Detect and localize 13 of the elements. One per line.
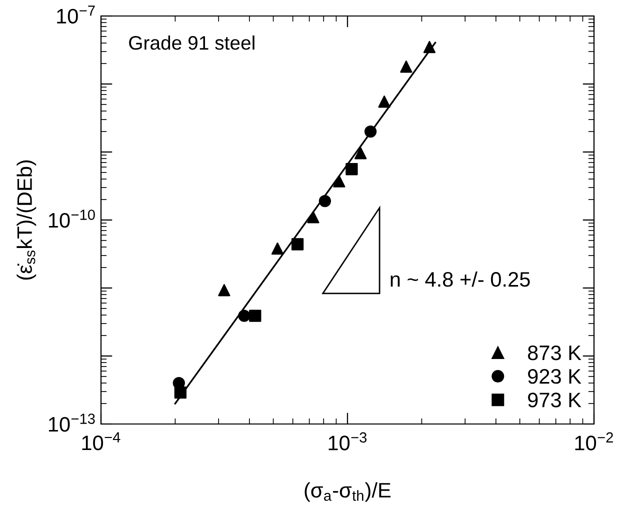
y-axis-title: (ε̇$_{ss}$kT)/(DEb) (16, 160, 36, 280)
y-tick-label: 10$^{−7}$ (57, 6, 95, 24)
x-tick-label: 10$^{−3}$ (328, 432, 367, 450)
annotation: Grade 91 steel (129, 35, 254, 50)
annotation: n ~ 4.8 +/- 0.25 (390, 271, 530, 287)
legend-label: 973 K (528, 392, 582, 408)
y-tick-label: 10$^{−10}$ (48, 210, 95, 228)
x-tick-label: 10$^{−4}$ (82, 432, 120, 450)
x-axis-title: (σ$_{a}$-σ$_{th}$)/E (304, 482, 391, 502)
legend-label: 873 K (528, 345, 582, 360)
legend-label: 923 K (528, 369, 582, 384)
y-tick-label: 10$^{−13}$ (48, 414, 95, 432)
x-tick-label: 10$^{−2}$ (575, 432, 613, 450)
